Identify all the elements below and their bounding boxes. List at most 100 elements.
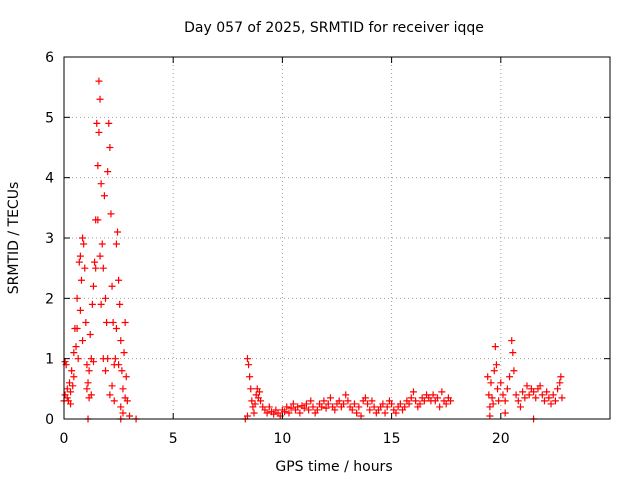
data-point <box>105 119 113 127</box>
data-point <box>89 358 97 366</box>
data-point <box>91 258 99 266</box>
data-point <box>497 379 505 387</box>
data-point <box>104 355 112 363</box>
data-point <box>364 400 372 408</box>
data-point <box>80 240 88 248</box>
data-point <box>263 409 271 417</box>
data-point <box>396 400 404 408</box>
grid-layer <box>64 57 610 419</box>
data-point <box>324 400 332 408</box>
data-point <box>302 400 310 408</box>
data-point <box>111 355 119 363</box>
data-point <box>117 403 125 411</box>
data-point <box>300 404 308 412</box>
data-point <box>416 400 424 408</box>
data-point <box>285 409 293 417</box>
data-point <box>243 412 251 420</box>
data-point <box>318 403 326 411</box>
data-point <box>487 379 495 387</box>
data-point <box>342 391 350 399</box>
data-point <box>119 409 127 417</box>
data-point <box>488 394 496 402</box>
data-point <box>67 400 75 408</box>
data-point <box>70 373 78 381</box>
data-point <box>248 397 256 405</box>
data-point <box>442 400 450 408</box>
data-point <box>101 294 109 302</box>
data-point <box>509 349 517 357</box>
data-point <box>503 385 511 393</box>
data-point <box>335 397 343 405</box>
data-point <box>96 95 104 103</box>
data-point <box>63 385 71 393</box>
data-point <box>106 391 114 399</box>
data-point <box>68 367 76 375</box>
data-point <box>120 349 128 357</box>
data-point <box>108 282 116 290</box>
data-point <box>74 355 82 363</box>
x-tick-label: 10 <box>273 431 291 447</box>
data-point <box>95 77 103 85</box>
data-point <box>501 409 509 417</box>
data-point <box>112 325 120 332</box>
data-point <box>106 144 114 151</box>
data-point <box>519 388 527 396</box>
x-tick-label: 15 <box>383 431 401 447</box>
data-point <box>76 306 84 314</box>
data-point <box>61 358 69 366</box>
data-point <box>246 373 254 381</box>
data-point <box>554 385 562 393</box>
data-point <box>350 400 358 408</box>
data-point <box>491 343 499 351</box>
y-axis-label: SRMTID / TECUs <box>6 182 22 295</box>
data-point <box>96 252 104 260</box>
data-point <box>100 192 108 200</box>
data-point <box>79 234 87 242</box>
data-point <box>97 180 105 188</box>
data-point <box>103 318 111 326</box>
data-point <box>255 388 263 396</box>
data-point <box>420 397 428 405</box>
data-point <box>305 406 313 414</box>
data-point <box>490 367 498 375</box>
data-point <box>101 367 109 375</box>
data-point <box>368 397 376 405</box>
data-point <box>82 318 90 326</box>
data-point <box>510 367 518 375</box>
data-point <box>438 388 446 396</box>
data-point <box>243 355 251 363</box>
data-point <box>485 391 493 399</box>
data-point <box>557 373 565 381</box>
data-point <box>99 264 107 272</box>
data-point <box>366 406 374 414</box>
data-point <box>83 385 91 393</box>
data-point <box>110 397 118 405</box>
data-point <box>523 382 531 390</box>
data-point <box>72 343 80 351</box>
data-point <box>126 412 134 420</box>
data-point <box>499 391 507 399</box>
chart-title: Day 057 of 2025, SRMTID for receiver iqq… <box>184 20 484 36</box>
data-point <box>245 361 253 369</box>
data-point <box>270 410 278 418</box>
data-point <box>77 276 85 284</box>
data-point <box>118 367 126 375</box>
data-point <box>85 394 93 402</box>
data-point <box>558 394 566 402</box>
data-point <box>287 404 295 412</box>
data-point <box>506 373 514 381</box>
data-point <box>89 282 97 290</box>
data-point <box>392 409 400 417</box>
data-point <box>114 228 122 236</box>
data-point <box>88 300 96 308</box>
data-point <box>109 318 117 326</box>
data-point <box>322 404 330 412</box>
data-point <box>108 382 116 390</box>
data-point <box>514 397 522 405</box>
data-point <box>107 210 115 218</box>
y-tick-label: 5 <box>45 110 54 126</box>
data-point <box>433 394 441 402</box>
data-point <box>409 388 417 396</box>
data-point <box>547 400 555 408</box>
